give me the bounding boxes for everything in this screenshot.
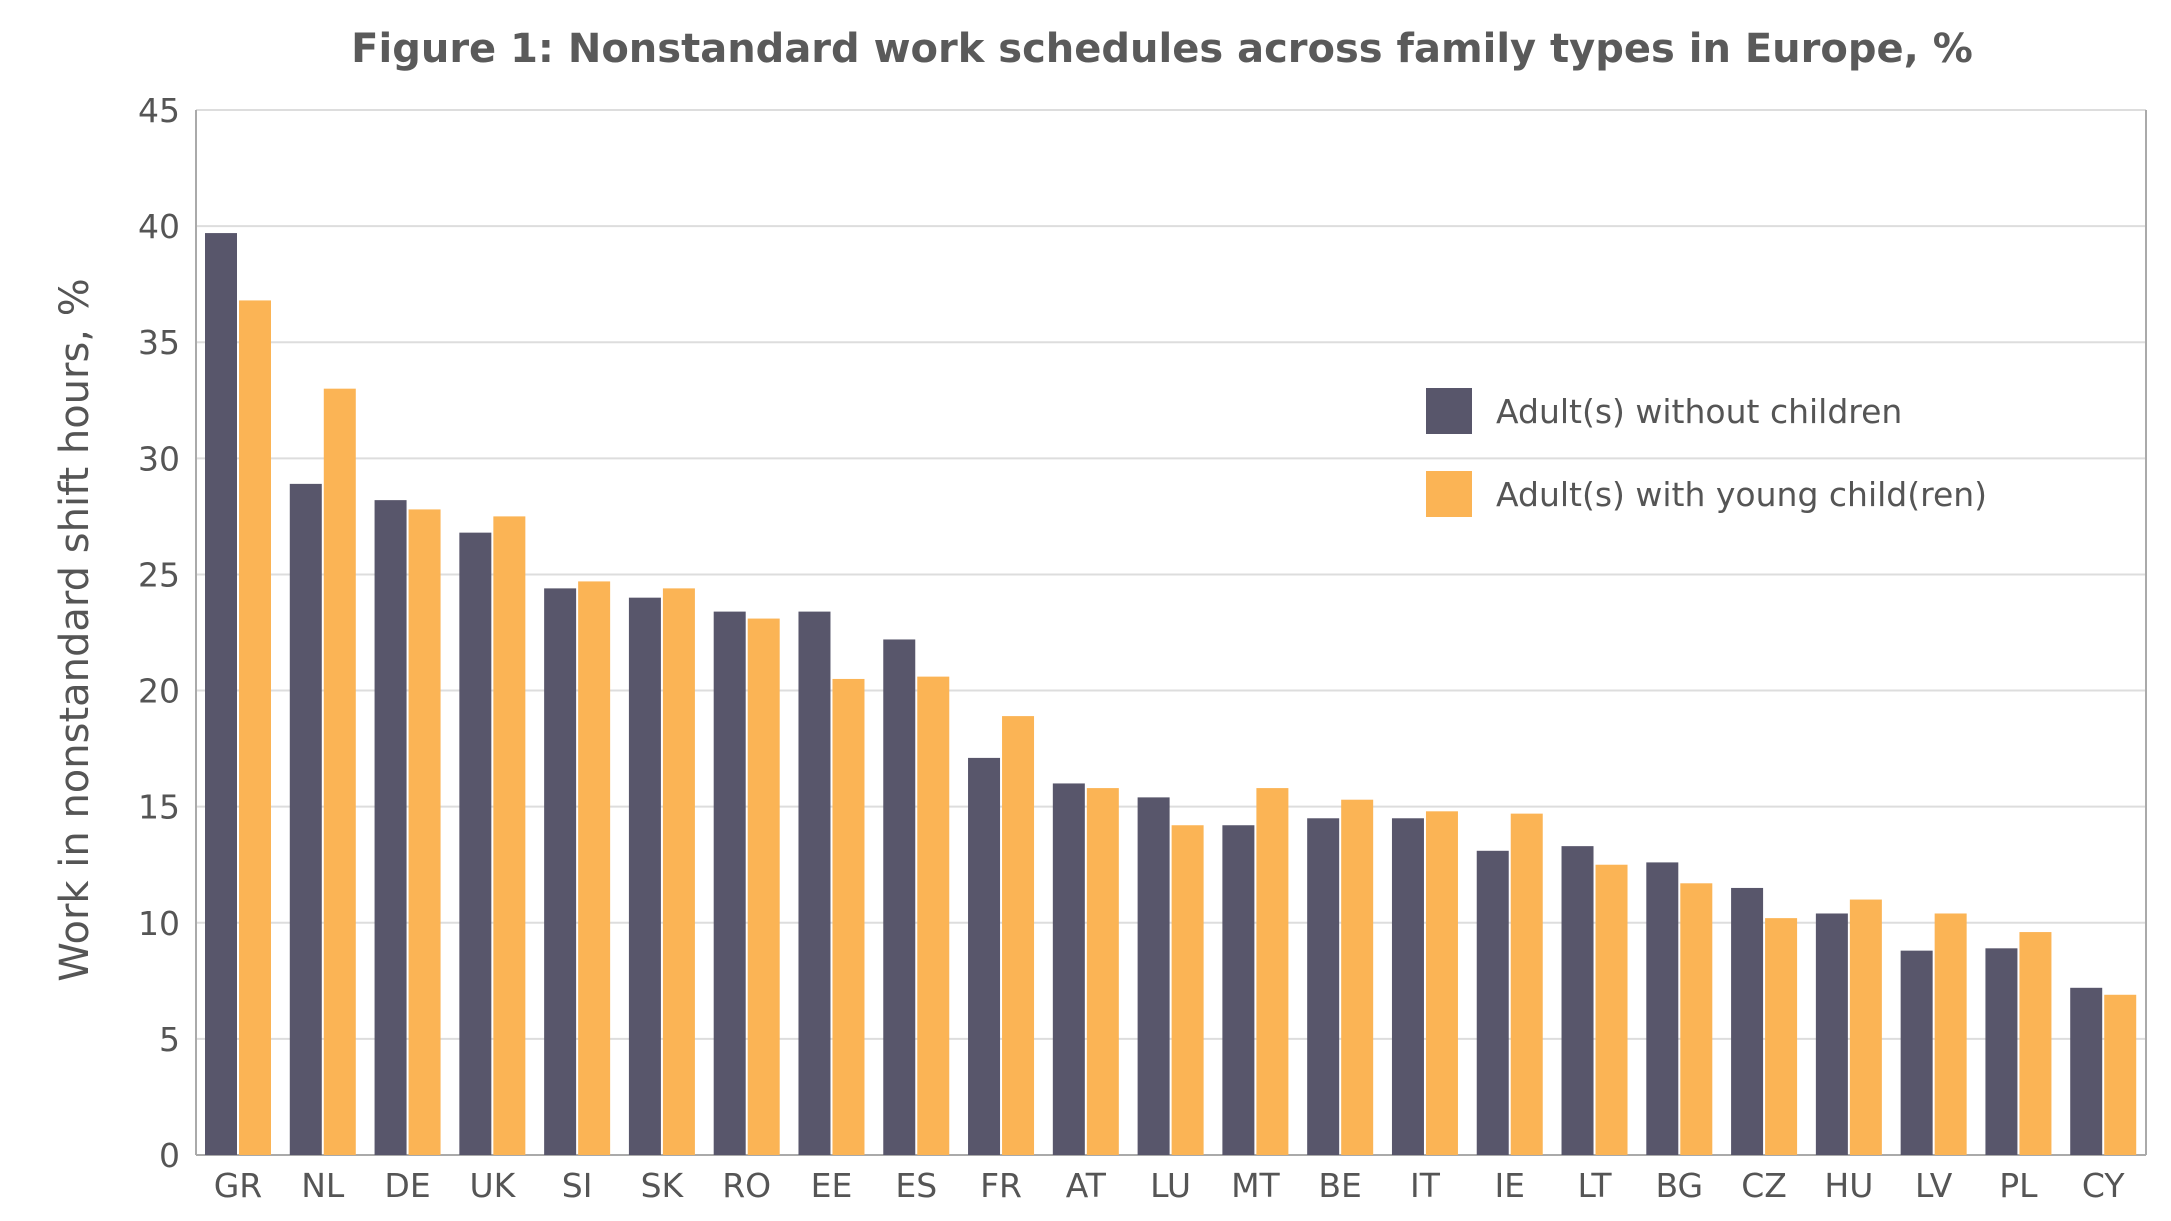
y-tick-label: 5 bbox=[159, 1020, 180, 1059]
bar-it-without-children bbox=[1391, 818, 1424, 1155]
x-tick-label-it: IT bbox=[1410, 1166, 1441, 1205]
bar-lt-with-young-children bbox=[1595, 864, 1628, 1155]
x-tick-label-ee: EE bbox=[811, 1166, 853, 1205]
x-tick-label-pl: PL bbox=[1999, 1166, 2038, 1205]
bar-cz-with-young-children bbox=[1765, 918, 1798, 1155]
x-tick-label-bg: BG bbox=[1655, 1166, 1703, 1205]
y-tick-label: 40 bbox=[138, 207, 180, 246]
bar-be-with-young-children bbox=[1341, 799, 1374, 1155]
y-tick-label: 30 bbox=[138, 439, 180, 478]
x-tick-label-be: BE bbox=[1318, 1166, 1362, 1205]
bar-uk-without-children bbox=[459, 532, 492, 1155]
x-tick-label-fr: FR bbox=[980, 1166, 1022, 1205]
x-tick-label-lu: LU bbox=[1150, 1166, 1191, 1205]
bar-fr-without-children bbox=[968, 757, 1001, 1155]
x-tick-label-mt: MT bbox=[1231, 1166, 1280, 1205]
x-tick-label-cy: CY bbox=[2082, 1166, 2125, 1205]
x-tick-labels: GR NL DE UK SI SK RO EE ES FR AT LU MT BE IT IE LT BG CZ HU… bbox=[214, 1166, 2126, 1205]
x-tick-label-de: DE bbox=[384, 1166, 430, 1205]
legend-label-without-children: Adult(s) without children bbox=[1496, 392, 1902, 431]
bar-pl-without-children bbox=[1985, 948, 2018, 1155]
bar-mt-with-young-children bbox=[1256, 788, 1289, 1155]
bar-lu-with-young-children bbox=[1171, 825, 1204, 1155]
y-axis-label: Work in nonstandard shift hours, % bbox=[52, 278, 98, 981]
x-tick-label-cz: CZ bbox=[1741, 1166, 1787, 1205]
y-tick-label: 35 bbox=[138, 323, 180, 362]
x-tick-label-ro: RO bbox=[722, 1166, 771, 1205]
chart-title: Figure 1: Nonstandard work schedules acr… bbox=[351, 26, 1973, 72]
bar-cz-without-children bbox=[1731, 887, 1764, 1155]
bar-at-with-young-children bbox=[1086, 788, 1119, 1155]
y-tick-label: 20 bbox=[138, 672, 180, 711]
bar-de-without-children bbox=[374, 500, 407, 1156]
bar-ie-with-young-children bbox=[1510, 813, 1543, 1155]
bar-si-without-children bbox=[544, 588, 577, 1155]
legend-label-with-young-children: Adult(s) with young child(ren) bbox=[1496, 475, 1987, 514]
bar-ro-with-young-children bbox=[747, 618, 780, 1155]
x-tick-label-sk: SK bbox=[641, 1166, 685, 1205]
legend-swatch-without-children bbox=[1426, 388, 1472, 434]
y-tick-label: 15 bbox=[138, 788, 180, 827]
x-tick-label-at: AT bbox=[1066, 1166, 1107, 1205]
x-tick-label-ie: IE bbox=[1494, 1166, 1525, 1205]
bar-lt-without-children bbox=[1561, 846, 1594, 1155]
bar-es-without-children bbox=[883, 639, 916, 1155]
bar-lu-without-children bbox=[1137, 797, 1170, 1155]
bars-layer bbox=[205, 233, 2137, 1156]
bar-ee-with-young-children bbox=[832, 678, 865, 1155]
x-tick-label-gr: GR bbox=[214, 1166, 263, 1205]
bar-lv-with-young-children bbox=[1934, 913, 1967, 1155]
x-tick-label-hu: HU bbox=[1824, 1166, 1873, 1205]
bar-hu-without-children bbox=[1815, 913, 1848, 1155]
x-tick-label-nl: NL bbox=[301, 1166, 345, 1205]
bar-at-without-children bbox=[1052, 783, 1085, 1155]
bar-pl-with-young-children bbox=[2019, 932, 2052, 1155]
y-tick-label: 10 bbox=[138, 904, 180, 943]
bar-nl-without-children bbox=[289, 483, 322, 1155]
bar-ro-without-children bbox=[713, 611, 746, 1155]
x-tick-label-uk: UK bbox=[469, 1166, 516, 1205]
y-tick-label: 45 bbox=[138, 91, 180, 130]
legend: Adult(s) without children Adult(s) with … bbox=[1426, 388, 1987, 517]
legend-swatch-with-young-children bbox=[1426, 471, 1472, 517]
bar-hu-with-young-children bbox=[1849, 899, 1882, 1155]
bar-sk-without-children bbox=[628, 597, 661, 1155]
bar-lv-without-children bbox=[1900, 950, 1933, 1155]
bar-nl-with-young-children bbox=[323, 388, 356, 1156]
bar-ee-without-children bbox=[798, 611, 831, 1155]
bar-it-with-young-children bbox=[1425, 811, 1458, 1155]
bar-bg-without-children bbox=[1646, 862, 1679, 1155]
bar-cy-with-young-children bbox=[2104, 994, 2137, 1155]
bar-gr-with-young-children bbox=[239, 300, 271, 1155]
bar-cy-without-children bbox=[2070, 987, 2103, 1155]
x-tick-label-es: ES bbox=[895, 1166, 937, 1205]
bar-fr-with-young-children bbox=[1002, 716, 1035, 1155]
bar-de-with-young-children bbox=[408, 509, 441, 1155]
x-tick-label-lt: LT bbox=[1578, 1166, 1613, 1205]
bar-si-with-young-children bbox=[578, 581, 611, 1155]
bar-gr-without-children bbox=[205, 233, 237, 1156]
y-tick-label: 25 bbox=[138, 555, 180, 594]
y-tick-labels: 0 5 10 15 20 25 30 35 40 45 bbox=[138, 91, 180, 1175]
bar-ie-without-children bbox=[1476, 850, 1509, 1155]
x-tick-label-lv: LV bbox=[1915, 1166, 1953, 1205]
bar-es-with-young-children bbox=[917, 676, 950, 1155]
bar-mt-without-children bbox=[1222, 825, 1255, 1155]
bar-sk-with-young-children bbox=[662, 588, 695, 1155]
x-tick-label-si: SI bbox=[562, 1166, 593, 1205]
bar-uk-with-young-children bbox=[493, 516, 526, 1155]
bar-be-without-children bbox=[1307, 818, 1340, 1155]
y-tick-label: 0 bbox=[159, 1136, 180, 1175]
bar-bg-with-young-children bbox=[1680, 883, 1713, 1155]
